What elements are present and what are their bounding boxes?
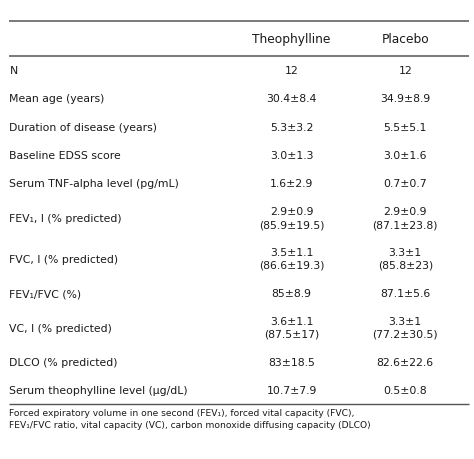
Text: 2.9±0.9
(87.1±23.8): 2.9±0.9 (87.1±23.8) [373, 207, 438, 230]
Text: 1.6±2.9: 1.6±2.9 [270, 179, 313, 189]
Text: 3.0±1.3: 3.0±1.3 [270, 151, 313, 161]
Text: 34.9±8.9: 34.9±8.9 [380, 94, 430, 104]
Text: Placebo: Placebo [382, 33, 429, 46]
Text: Baseline EDSS score: Baseline EDSS score [9, 151, 121, 161]
Text: 0.5±0.8: 0.5±0.8 [383, 386, 427, 395]
Text: Serum theophylline level (μg/dL): Serum theophylline level (μg/dL) [9, 386, 188, 395]
Text: 3.6±1.1
(87.5±17): 3.6±1.1 (87.5±17) [264, 316, 319, 339]
Text: 30.4±8.4: 30.4±8.4 [266, 94, 317, 104]
Text: 0.7±0.7: 0.7±0.7 [383, 179, 427, 189]
Text: 3.0±1.6: 3.0±1.6 [383, 151, 427, 161]
Text: 82.6±22.6: 82.6±22.6 [377, 357, 434, 367]
Text: FEV₁/FVC (%): FEV₁/FVC (%) [9, 288, 82, 298]
Text: Duration of disease (years): Duration of disease (years) [9, 123, 157, 133]
Text: 10.7±7.9: 10.7±7.9 [266, 386, 317, 395]
Text: Mean age (years): Mean age (years) [9, 94, 105, 104]
Text: 5.5±5.1: 5.5±5.1 [383, 123, 427, 133]
Text: Forced expiratory volume in one second (FEV₁), forced vital capacity (FVC),
FEV₁: Forced expiratory volume in one second (… [9, 408, 371, 429]
Text: 12: 12 [398, 66, 412, 76]
Text: 5.3±3.2: 5.3±3.2 [270, 123, 313, 133]
Text: 2.9±0.9
(85.9±19.5): 2.9±0.9 (85.9±19.5) [259, 207, 324, 230]
Text: 3.5±1.1
(86.6±19.3): 3.5±1.1 (86.6±19.3) [259, 247, 324, 270]
Text: Theophylline: Theophylline [252, 33, 331, 46]
Text: VC, l (% predicted): VC, l (% predicted) [9, 323, 112, 333]
Text: DLCO (% predicted): DLCO (% predicted) [9, 357, 118, 367]
Text: Serum TNF-alpha level (pg/mL): Serum TNF-alpha level (pg/mL) [9, 179, 179, 189]
Text: FEV₁, l (% predicted): FEV₁, l (% predicted) [9, 213, 122, 224]
Text: 12: 12 [284, 66, 299, 76]
Text: 85±8.9: 85±8.9 [272, 288, 311, 298]
Text: FVC, l (% predicted): FVC, l (% predicted) [9, 254, 119, 264]
Text: 87.1±5.6: 87.1±5.6 [380, 288, 430, 298]
Text: 83±18.5: 83±18.5 [268, 357, 315, 367]
Text: N: N [9, 66, 18, 76]
Text: 3.3±1
(77.2±30.5): 3.3±1 (77.2±30.5) [373, 316, 438, 339]
Text: 3.3±1
(85.8±23): 3.3±1 (85.8±23) [378, 247, 433, 270]
